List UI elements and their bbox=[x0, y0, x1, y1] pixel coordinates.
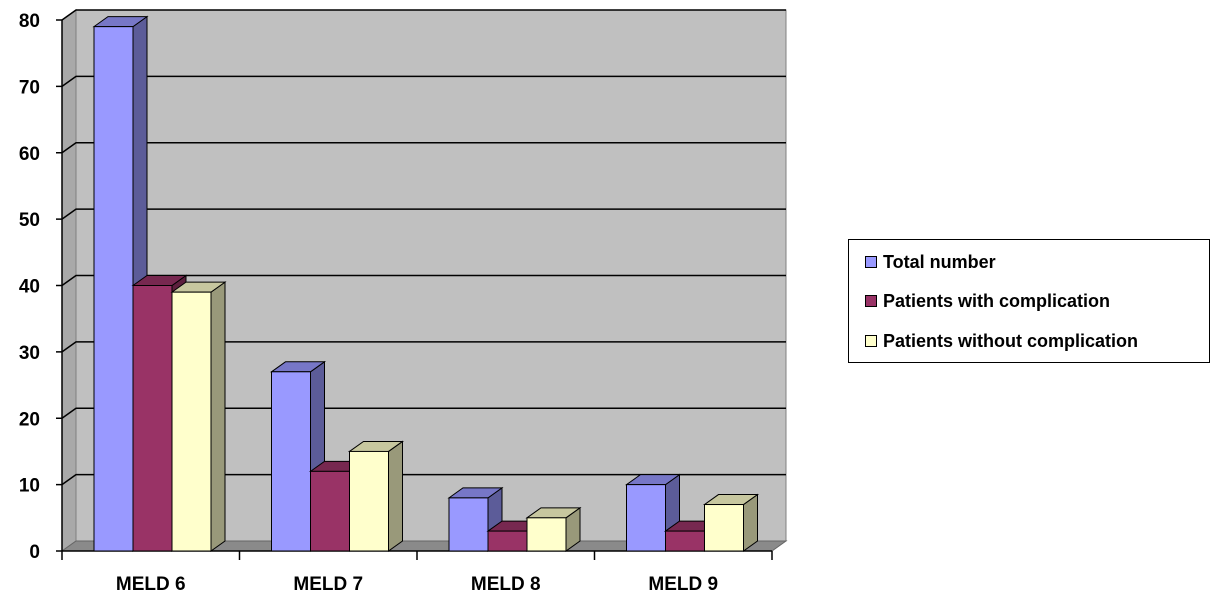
bar-without-complication bbox=[170, 281, 227, 552]
legend-label-with-complication: Patients with complication bbox=[883, 290, 1111, 311]
legend-item-without-complication: Patients without complication bbox=[865, 330, 1138, 352]
bar-without-complication bbox=[347, 440, 405, 552]
x-category-label: MELD 7 bbox=[293, 574, 363, 595]
bar-front bbox=[665, 530, 705, 552]
gridline bbox=[61, 142, 786, 154]
legend-item-total: Total number bbox=[865, 251, 996, 273]
legend-item-with-complication: Patients with complication bbox=[865, 290, 1110, 312]
x-category-label: MELD 8 bbox=[471, 574, 541, 595]
chart-gridlines bbox=[61, 9, 786, 486]
gridline bbox=[61, 473, 786, 486]
legend-label-without-complication: Patients without complication bbox=[883, 330, 1139, 351]
bar-front bbox=[271, 371, 311, 552]
chart-bars bbox=[92, 15, 760, 552]
y-tick-label: 70 bbox=[19, 77, 40, 98]
gridline bbox=[61, 75, 786, 87]
bar-front bbox=[487, 530, 528, 552]
legend-swatch-without-complication bbox=[865, 335, 877, 347]
bar-front bbox=[626, 484, 666, 552]
bar-front bbox=[526, 517, 567, 552]
bar-front bbox=[704, 504, 744, 552]
bar-side bbox=[210, 281, 226, 552]
bar-front bbox=[448, 497, 489, 552]
bar-front bbox=[349, 450, 389, 552]
y-tick-label: 0 bbox=[29, 542, 40, 563]
y-tick-label: 10 bbox=[19, 476, 40, 497]
bar-without-complication bbox=[702, 493, 760, 552]
x-category-label: MELD 9 bbox=[648, 574, 718, 595]
y-tick-label: 80 bbox=[19, 11, 40, 32]
legend-swatch-with-complication bbox=[865, 295, 877, 307]
legend-label-total: Total number bbox=[883, 251, 996, 272]
y-axis-ticks: 0 10 20 30 40 50 60 70 80 bbox=[19, 11, 62, 563]
legend-swatch-total bbox=[865, 256, 877, 268]
gridline bbox=[61, 341, 786, 353]
bar-front bbox=[93, 26, 134, 552]
y-tick-label: 50 bbox=[19, 210, 40, 231]
bar-side bbox=[388, 440, 403, 552]
bar-front bbox=[310, 470, 350, 552]
chart-legend: Total number Patients with complication … bbox=[848, 239, 1210, 363]
bar-without-complication bbox=[525, 506, 582, 552]
bar-front bbox=[171, 291, 212, 552]
x-axis-labels: MELD 6 MELD 7 MELD 8 MELD 9 bbox=[61, 551, 773, 595]
bar-front bbox=[132, 285, 173, 552]
gridline bbox=[61, 274, 786, 287]
y-tick-label: 30 bbox=[19, 343, 40, 364]
gridline bbox=[61, 407, 786, 419]
gridline bbox=[61, 9, 786, 21]
y-tick-label: 60 bbox=[19, 144, 40, 165]
y-tick-label: 40 bbox=[19, 277, 40, 298]
gridline bbox=[61, 208, 786, 220]
x-category-label: MELD 6 bbox=[116, 574, 186, 595]
y-tick-label: 20 bbox=[19, 409, 40, 430]
